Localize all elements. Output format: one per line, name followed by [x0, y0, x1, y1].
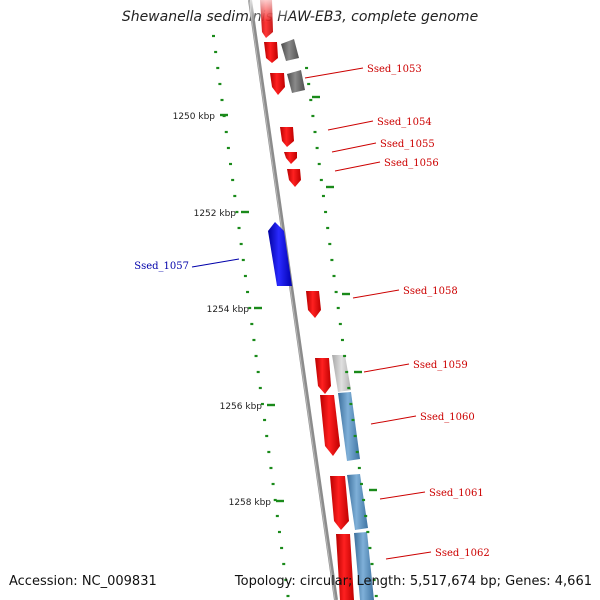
scale-tick-label: 1250 kbp — [173, 112, 216, 122]
gene-label[interactable]: Ssed_1053 — [367, 64, 422, 75]
gene-label[interactable]: Ssed_1062 — [435, 548, 490, 559]
gene-label[interactable]: Ssed_1055 — [380, 139, 435, 150]
blast-hit-block — [354, 532, 374, 600]
feature-block — [332, 355, 351, 392]
gene-callout-line — [363, 363, 410, 373]
scale-tick-label: 1252 kbp — [194, 209, 237, 219]
gene-callout-line — [327, 120, 374, 131]
scale-tick-label: 1254 kbp — [207, 305, 250, 315]
gene-arrow — [287, 169, 301, 187]
gene-arrow — [336, 534, 354, 600]
accession-text: Accession: NC_009831 — [9, 574, 157, 589]
gene-callout-line — [331, 142, 377, 153]
gene-callout-line — [191, 258, 240, 268]
gene-callout-line — [352, 289, 400, 299]
gene-label[interactable]: Ssed_1056 — [384, 158, 439, 169]
gene-label[interactable]: Ssed_1054 — [377, 117, 432, 128]
gene-callout-line — [370, 415, 417, 425]
gene-arrow — [330, 476, 349, 530]
blast-hit-track — [338, 392, 374, 600]
gene-arrow — [270, 73, 285, 95]
gene-callout-line — [304, 67, 364, 79]
genome-backbone — [248, 0, 338, 600]
topology-text: Topology: circular; Length: 5,517,674 bp… — [234, 574, 592, 589]
scale-tick-label: 1258 kbp — [229, 498, 272, 508]
gene-callout-line — [379, 491, 426, 500]
scale-tick-label: 1256 kbp — [220, 402, 263, 412]
feature-track — [281, 39, 351, 392]
map-title: Shewanella sediminis HAW-EB3, complete g… — [121, 9, 479, 25]
genome-backbone-highlight — [248, 0, 336, 600]
gene-label[interactable]: Ssed_1057 — [134, 261, 189, 272]
blast-hit-block — [347, 474, 368, 530]
gene-arrow — [306, 291, 321, 318]
gene-arrow-reverse — [268, 222, 292, 286]
gene-arrow — [284, 152, 297, 164]
gene-arrow — [264, 42, 278, 63]
gene-arrow — [315, 358, 331, 394]
gene-callout-line — [385, 551, 432, 560]
gene-label[interactable]: Ssed_1061 — [429, 488, 484, 499]
blast-hit-block — [338, 392, 360, 461]
top-fade-overlay — [250, 0, 290, 22]
gene-arrow — [280, 127, 294, 147]
feature-block — [287, 70, 305, 93]
gene-label[interactable]: Ssed_1060 — [420, 412, 475, 423]
gene-label[interactable]: Ssed_1059 — [413, 360, 468, 371]
cds-forward-track — [264, 42, 354, 600]
gene-label[interactable]: Ssed_1058 — [403, 286, 458, 297]
gene-callout-line — [334, 161, 381, 172]
feature-block — [281, 39, 299, 61]
scale-track: 1250 kbp 1252 kbp 1254 kbp 1256 kbp 1258 kbp — [173, 34, 378, 598]
gene-arrow — [320, 395, 340, 456]
gene-label-layer: Ssed_1053 Ssed_1054 Ssed_1055 Ssed_1056 Ssed… — [134, 64, 490, 560]
